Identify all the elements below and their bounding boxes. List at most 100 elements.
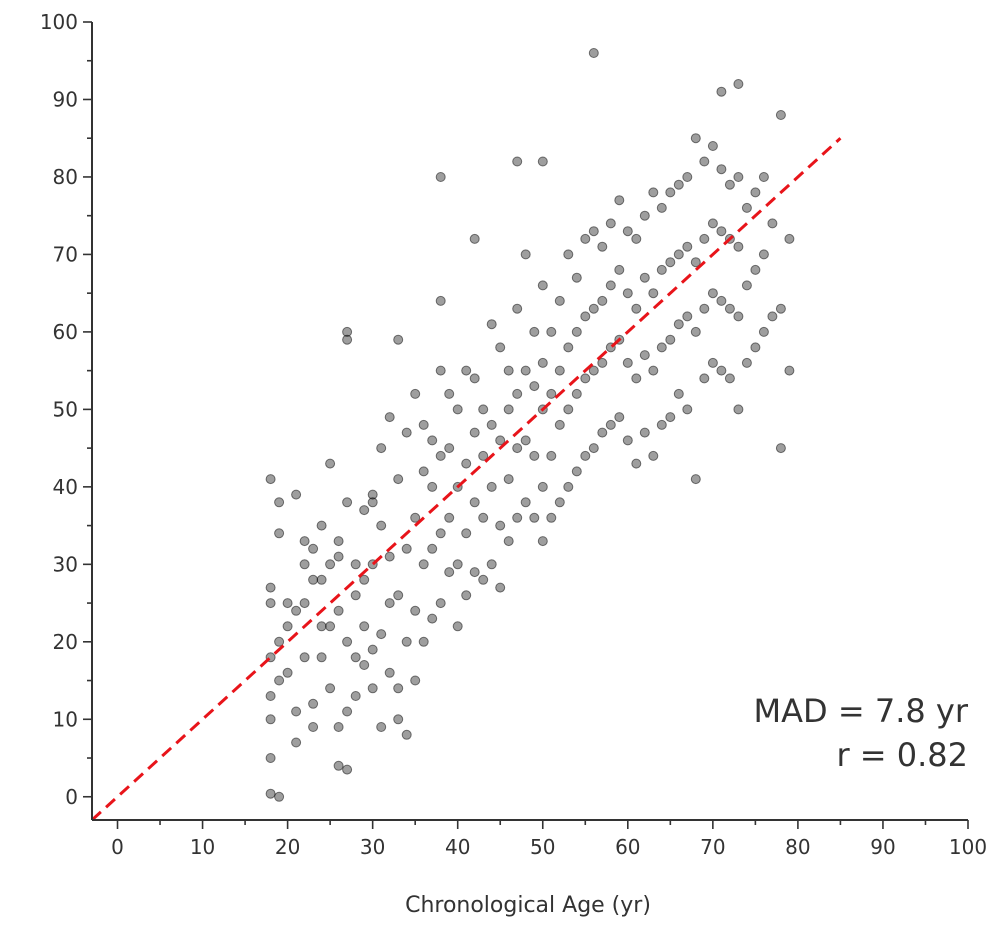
data-point — [265, 788, 276, 799]
x-tick-label: 30 — [360, 835, 385, 859]
data-point — [614, 195, 625, 206]
data-point — [401, 427, 412, 438]
data-point — [308, 574, 319, 585]
data-point — [376, 520, 387, 531]
data-point — [282, 598, 293, 609]
data-point — [299, 559, 310, 570]
data-point — [461, 528, 472, 539]
data-point — [537, 156, 548, 167]
data-point — [656, 202, 667, 213]
data-point — [350, 559, 361, 570]
data-point — [316, 652, 327, 663]
data-point — [359, 574, 370, 585]
data-point — [673, 179, 684, 190]
data-point — [563, 481, 574, 492]
data-point — [520, 435, 531, 446]
data-point — [291, 706, 302, 717]
data-point — [359, 505, 370, 516]
data-point — [308, 543, 319, 554]
x-tick-label: 80 — [785, 835, 810, 859]
data-point — [529, 450, 540, 461]
data-point — [325, 683, 336, 694]
data-point — [308, 722, 319, 732]
data-point — [342, 334, 353, 345]
data-point — [376, 629, 387, 640]
data-point — [367, 489, 378, 500]
data-point — [784, 365, 795, 376]
data-point — [631, 373, 642, 384]
data-point — [265, 474, 276, 485]
data-point — [291, 489, 302, 500]
data-point — [393, 474, 404, 485]
data-point — [597, 427, 608, 438]
data-point — [427, 435, 438, 446]
data-point — [376, 722, 387, 732]
data-point — [478, 574, 489, 585]
data-point — [571, 466, 582, 477]
y-tick-label: 10 — [53, 707, 78, 731]
data-point — [758, 249, 769, 260]
data-point — [342, 497, 353, 508]
x-tick-label: 0 — [111, 835, 124, 859]
data-point — [716, 365, 727, 376]
y-tick-label: 0 — [65, 785, 78, 809]
data-point — [299, 598, 310, 609]
data-point — [724, 303, 735, 314]
data-point — [750, 264, 761, 275]
data-point — [554, 419, 565, 430]
data-point — [274, 675, 285, 686]
data-point — [733, 172, 744, 182]
data-point — [427, 543, 438, 554]
data-point — [554, 295, 565, 306]
y-tick-label: 60 — [53, 320, 78, 344]
data-point — [656, 342, 667, 353]
data-point — [597, 295, 608, 306]
data-point — [469, 233, 480, 244]
data-point — [597, 241, 608, 252]
data-point — [282, 621, 293, 632]
data-point — [461, 590, 472, 601]
x-tick-label: 100 — [949, 835, 987, 859]
data-point — [495, 435, 506, 446]
data-point — [622, 226, 633, 237]
data-point — [716, 164, 727, 175]
x-tick-label: 70 — [700, 835, 725, 859]
data-point — [274, 528, 285, 539]
identity-reference-line — [90, 137, 842, 822]
data-point — [580, 450, 591, 461]
data-point — [699, 303, 710, 314]
data-point — [410, 388, 421, 399]
data-point — [682, 311, 693, 322]
data-point — [478, 450, 489, 461]
data-point — [580, 311, 591, 322]
data-point — [554, 497, 565, 508]
data-point — [724, 179, 735, 190]
data-point — [410, 512, 421, 523]
data-point — [495, 342, 506, 353]
y-tick-label: 40 — [53, 475, 78, 499]
data-point — [333, 605, 344, 616]
data-point — [622, 357, 633, 368]
data-point — [622, 288, 633, 299]
data-point — [401, 636, 412, 647]
data-point — [444, 567, 455, 578]
data-point — [384, 667, 395, 678]
data-point — [299, 536, 310, 547]
data-point — [648, 288, 659, 299]
data-point — [648, 450, 659, 461]
data-point — [605, 218, 616, 229]
data-point — [444, 443, 455, 454]
data-point — [758, 172, 769, 182]
data-point — [410, 605, 421, 616]
y-tick-label: 80 — [53, 165, 78, 189]
y-tick-label: 50 — [53, 397, 78, 421]
data-point — [699, 156, 710, 167]
data-point — [274, 791, 285, 802]
data-point — [580, 233, 591, 244]
data-point — [478, 512, 489, 523]
data-point — [588, 226, 599, 237]
data-point — [435, 295, 446, 306]
data-point — [316, 621, 327, 632]
data-point — [384, 412, 395, 423]
data-point — [342, 764, 353, 775]
